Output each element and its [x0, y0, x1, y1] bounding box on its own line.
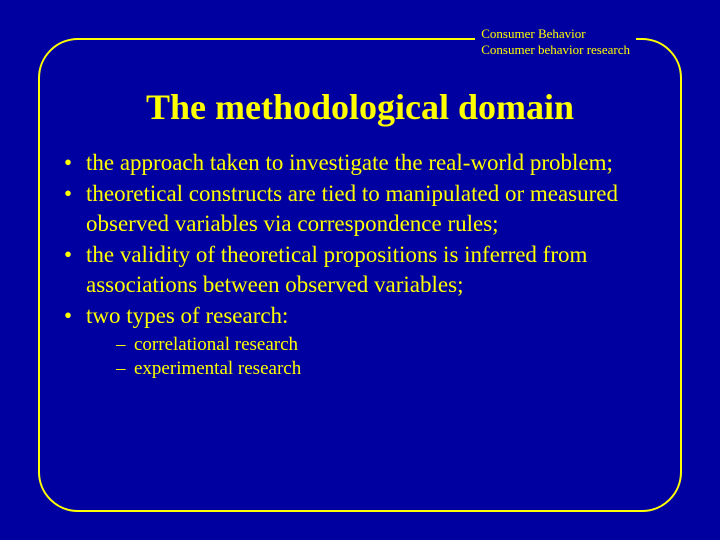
header-line-1: Consumer Behavior: [481, 26, 630, 42]
bullet-text: theoretical constructs are tied to manip…: [86, 181, 618, 235]
bullet-text: the approach taken to investigate the re…: [86, 150, 613, 175]
bullet-text: two types of research:: [86, 303, 288, 328]
bullet-list: the approach taken to investigate the re…: [60, 148, 660, 382]
sub-bullet-item: correlational research: [116, 333, 660, 358]
sub-bullet-list: correlational research experimental rese…: [116, 333, 660, 382]
slide-content: the approach taken to investigate the re…: [60, 148, 660, 384]
sub-bullet-text: experimental research: [134, 358, 301, 379]
header-line-2: Consumer behavior research: [481, 42, 630, 58]
bullet-item: the approach taken to investigate the re…: [60, 148, 660, 177]
slide-header: Consumer Behavior Consumer behavior rese…: [475, 26, 636, 59]
bullet-item: the validity of theoretical propositions…: [60, 240, 660, 299]
bullet-item: two types of research: correlational res…: [60, 301, 660, 382]
sub-bullet-text: correlational research: [134, 334, 298, 355]
slide-title: The methodological domain: [0, 86, 720, 128]
bullet-item: theoretical constructs are tied to manip…: [60, 179, 660, 238]
sub-bullet-item: experimental research: [116, 357, 660, 382]
bullet-text: the validity of theoretical propositions…: [86, 242, 587, 296]
